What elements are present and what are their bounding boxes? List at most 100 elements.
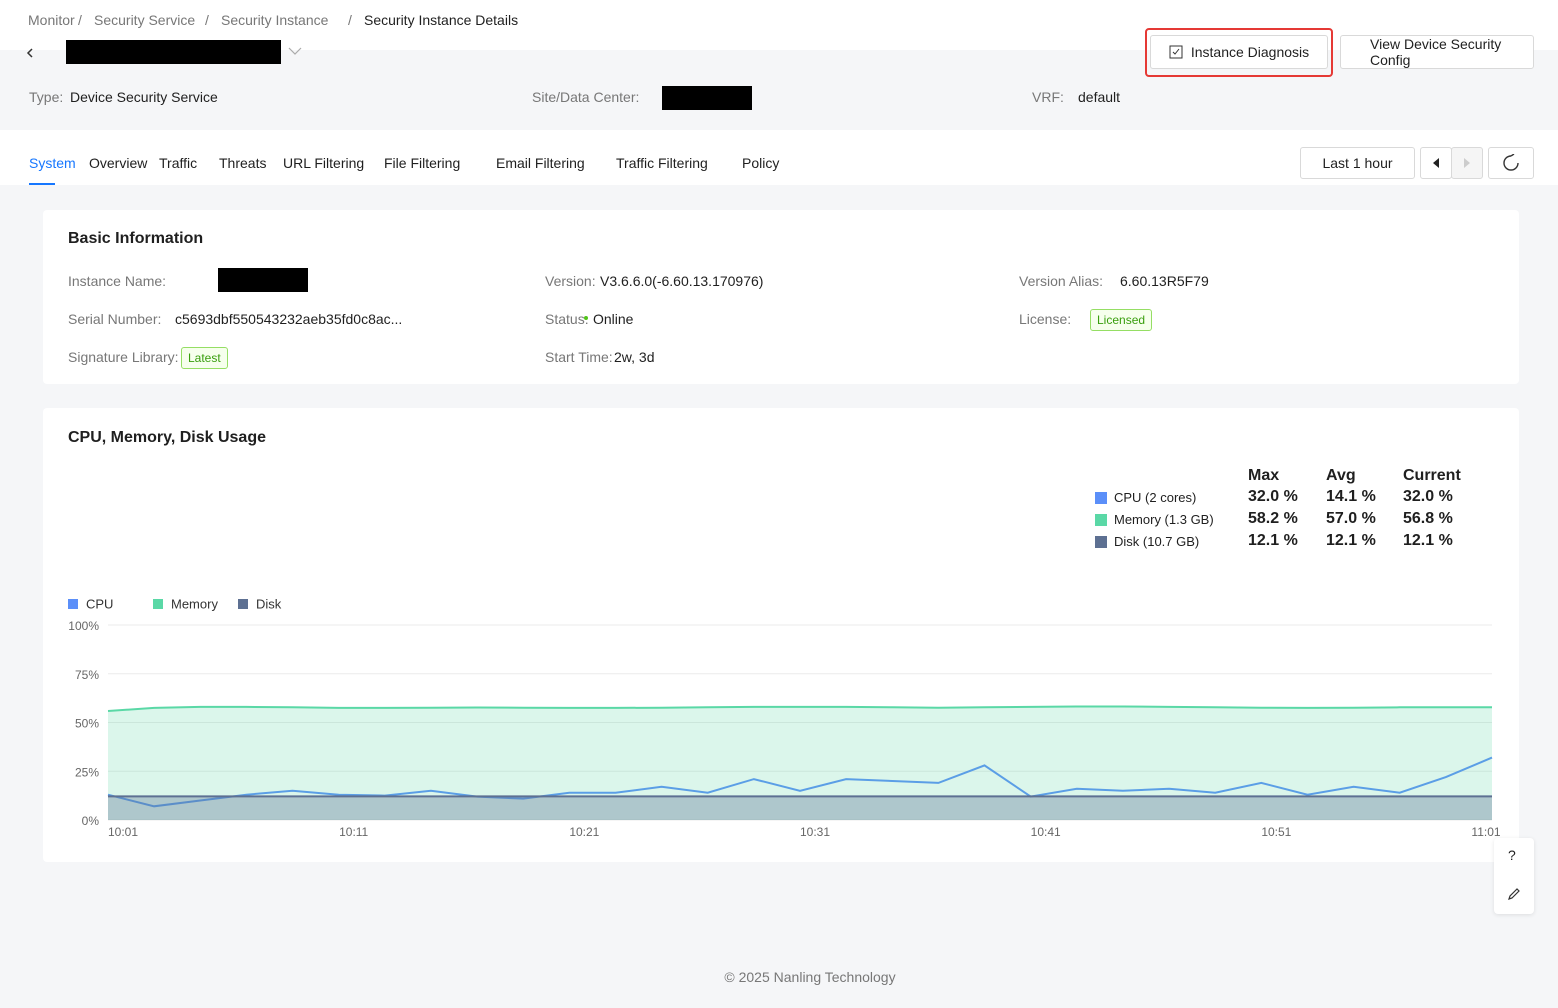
card-title: CPU, Memory, Disk Usage <box>68 429 266 446</box>
action-button[interactable]: View Device Security Config <box>1340 35 1534 69</box>
series-line <box>107 705 1492 712</box>
back-icon[interactable] <box>24 46 36 60</box>
summary-label: Type: <box>29 89 64 105</box>
field-value: V3.6.6.0(-6.60.13.170976) <box>600 273 764 289</box>
y-tick-label: 25% <box>75 765 99 779</box>
breadcrumb-item[interactable]: Security Instance <box>221 12 329 28</box>
field-label: Signature Library: <box>68 349 179 365</box>
series-area <box>108 796 1492 820</box>
field-label: License: <box>1019 311 1072 327</box>
next-icon <box>1464 158 1470 168</box>
highlight-box <box>1145 28 1333 77</box>
summary-label: Site/Data Center: <box>532 89 640 105</box>
tab[interactable]: Traffic <box>159 155 198 171</box>
stats-value: 32.0 % <box>1248 488 1298 505</box>
time-range[interactable]: Last 1 hour <box>1300 147 1415 179</box>
breadcrumb-item: Security Instance Details <box>364 12 519 28</box>
field-value: c5693dbf550543232aeb35fd0c8ac... <box>175 311 403 327</box>
field-value: Online <box>593 311 634 327</box>
stats-value: 58.2 % <box>1248 510 1298 527</box>
breadcrumb-item[interactable]: Monitor <box>28 12 75 28</box>
action-button[interactable]: Instance Diagnosis <box>1150 35 1328 69</box>
field-value: 2w, 3d <box>614 349 655 365</box>
edit-icon[interactable] <box>1507 887 1521 901</box>
field-label: Instance Name: <box>68 273 167 289</box>
field-label: Version: <box>545 273 596 289</box>
basic-info-card <box>43 210 1519 384</box>
tab[interactable]: Threats <box>219 155 267 171</box>
y-tick-label: 50% <box>75 717 99 731</box>
stats-value: 12.1 % <box>1248 532 1298 549</box>
side-tools <box>1494 838 1534 914</box>
time-range-label: Last 1 hour <box>1322 155 1393 171</box>
summary-value: Device Security Service <box>70 89 218 105</box>
series-line <box>107 756 1493 808</box>
x-tick-label: 11:01 <box>1471 825 1500 839</box>
stats-value: 32.0 % <box>1403 488 1453 505</box>
next-button[interactable] <box>1451 147 1483 179</box>
legend-label: Memory <box>171 596 218 611</box>
prev-icon <box>1433 158 1439 168</box>
usage-chart: 0% 25% 50% 75% 100% 10:01 10:11 10:21 10:31 10:41… <box>68 596 1501 839</box>
tab[interactable]: File Filtering <box>384 155 461 171</box>
stats-name: Memory (1.3 GB) <box>1114 512 1214 527</box>
legend-label: CPU <box>86 596 113 611</box>
tab[interactable]: System <box>29 155 76 171</box>
tab[interactable]: Policy <box>742 155 780 171</box>
y-tick-label: 0% <box>82 814 100 828</box>
breadcrumb-item[interactable]: Security Service <box>94 12 196 28</box>
tab[interactable]: Overview <box>89 155 148 171</box>
prev-button[interactable] <box>1420 147 1452 179</box>
check-icon <box>1169 45 1183 59</box>
stats-value: 57.0 % <box>1326 510 1376 527</box>
tab-indicator <box>29 183 55 185</box>
stats-swatch <box>1095 492 1107 504</box>
breadcrumb-separator: / <box>78 12 82 28</box>
stats-swatch <box>1095 536 1107 548</box>
status-dot <box>584 316 588 320</box>
summary-label: VRF: <box>1032 89 1064 105</box>
card-title: Basic Information <box>68 230 204 247</box>
stats-name: Disk (10.7 GB) <box>1114 534 1200 549</box>
legend-swatch <box>238 599 248 609</box>
field-label: Status: <box>545 311 589 327</box>
stats-value: 56.8 % <box>1403 510 1453 527</box>
stats-value: 14.1 % <box>1326 488 1376 505</box>
redacted <box>662 86 752 110</box>
legend-label: Disk <box>256 596 282 611</box>
x-tick-label: 10:21 <box>569 825 599 839</box>
field-label: Version Alias: <box>1019 273 1104 289</box>
x-tick-label: 10:51 <box>1261 825 1291 839</box>
breadcrumb-separator: / <box>205 12 209 28</box>
status-badge: Licensed <box>1090 309 1153 331</box>
legend-swatch <box>153 599 163 609</box>
status-badge: Latest <box>181 347 228 369</box>
x-tick-label: 10:41 <box>1031 825 1061 839</box>
button-label: Instance Diagnosis <box>1190 44 1310 60</box>
summary-value: default <box>1078 89 1121 105</box>
stats-header: Max <box>1248 467 1280 484</box>
stats-header: Avg <box>1326 467 1356 484</box>
tab[interactable]: Email Filtering <box>496 155 585 171</box>
field-value: 6.60.13R5F79 <box>1120 273 1209 289</box>
field-label: Start Time: <box>545 349 613 365</box>
help-button[interactable]: ? <box>1508 847 1516 863</box>
x-tick-label: 10:31 <box>800 825 830 839</box>
redacted <box>66 40 281 64</box>
x-tick-label: 10:11 <box>339 825 368 839</box>
button-label: View Device Security Config <box>1370 36 1502 68</box>
y-tick-label: 75% <box>75 668 99 682</box>
stats-value: 12.1 % <box>1403 532 1453 549</box>
refresh-button[interactable] <box>1488 147 1534 179</box>
redacted <box>218 268 308 292</box>
tab[interactable]: Traffic Filtering <box>616 155 708 171</box>
footer: © 2025 Nanling Technology <box>724 969 896 985</box>
tab[interactable]: URL Filtering <box>283 155 365 171</box>
legend-swatch <box>68 599 78 609</box>
field-label: Serial Number: <box>68 311 162 327</box>
dropdown-icon[interactable] <box>288 46 302 56</box>
breadcrumb-separator: / <box>348 12 352 28</box>
stats-header: Current <box>1403 467 1461 484</box>
tab-bar <box>0 130 1558 185</box>
stats-value: 12.1 % <box>1326 532 1376 549</box>
